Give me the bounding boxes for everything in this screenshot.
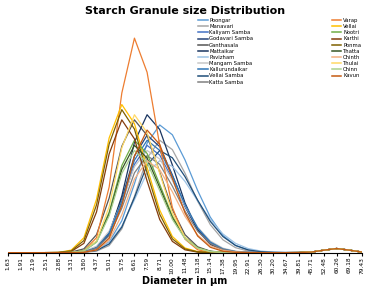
X-axis label: Diameter in μm: Diameter in μm: [142, 277, 228, 286]
Legend: Varap, Vellai, Nootri, Karthi, Ponma, Thatta, Chinth, Thulai, Chinn, Kavun: Varap, Vellai, Nootri, Karthi, Ponma, Th…: [332, 18, 361, 79]
Title: Starch Granule size Distribution: Starch Granule size Distribution: [85, 6, 285, 15]
